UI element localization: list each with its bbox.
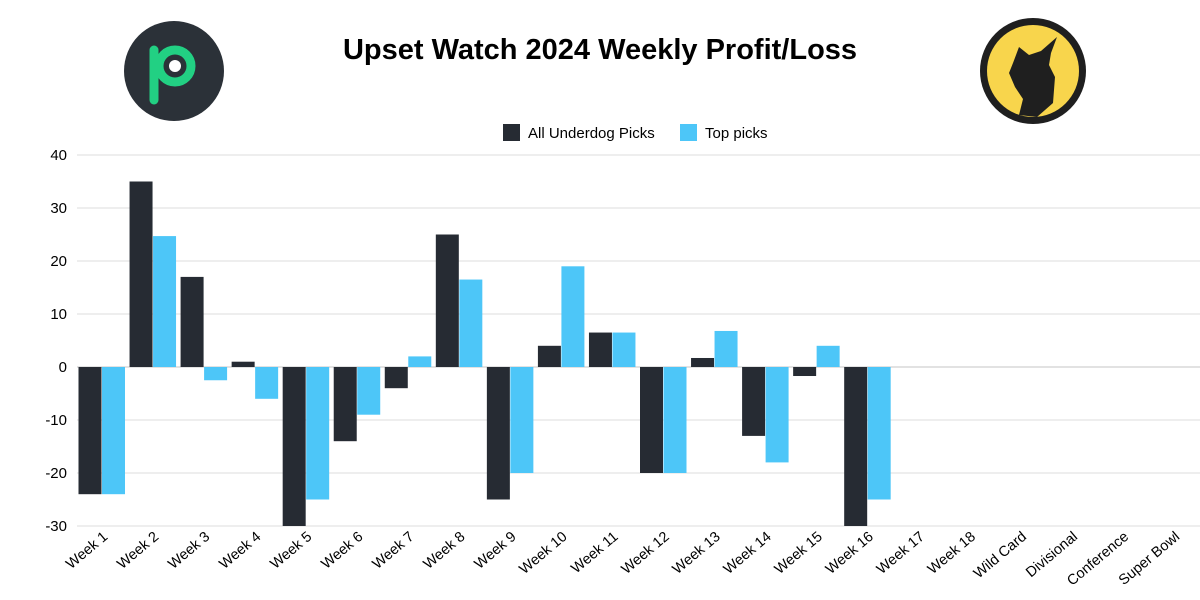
bar-top-picks xyxy=(714,330,738,367)
x-tick-label: Week 15 xyxy=(772,529,826,578)
x-tick-label: Week 6 xyxy=(319,529,367,573)
bar-underdog xyxy=(180,276,204,367)
x-tick-label: Week 8 xyxy=(421,529,469,573)
bar-underdog xyxy=(742,367,766,436)
bar-top-picks xyxy=(255,367,279,399)
bar-top-picks xyxy=(816,345,840,367)
bar-top-picks xyxy=(612,332,636,367)
x-tick-label: Week 10 xyxy=(517,529,571,578)
bar-underdog xyxy=(384,367,408,389)
bar-underdog xyxy=(282,367,306,526)
bar-top-picks xyxy=(459,279,483,367)
bar-top-picks xyxy=(663,367,687,473)
bar-top-picks xyxy=(510,367,534,473)
x-tick-label: Week 3 xyxy=(165,529,213,573)
legend-swatch xyxy=(680,124,697,141)
x-tick-label: Week 13 xyxy=(670,529,724,578)
bar-top-picks xyxy=(204,367,228,381)
bar-underdog xyxy=(231,361,255,367)
x-tick-label: Week 12 xyxy=(619,529,673,578)
x-tick-label: Week 16 xyxy=(823,529,877,578)
x-tick-label: Week 9 xyxy=(472,529,520,573)
x-tick-label: Week 1 xyxy=(63,529,111,573)
bar-underdog xyxy=(588,332,612,367)
x-tick-label: Week 7 xyxy=(370,529,418,573)
bar-underdog xyxy=(844,367,868,526)
bar-underdog xyxy=(486,367,510,500)
chart-title: Upset Watch 2024 Weekly Profit/Loss xyxy=(342,34,858,66)
bar-underdog xyxy=(537,345,561,367)
green-p-logo-icon xyxy=(124,21,224,121)
y-tick-label: -30 xyxy=(45,518,67,535)
y-tick-label: -20 xyxy=(45,465,67,482)
bar-top-picks xyxy=(357,367,381,415)
y-tick-label: 20 xyxy=(50,253,67,270)
bar-underdog xyxy=(640,367,663,473)
bar-underdog xyxy=(435,234,459,367)
legend-entry: All Underdog Picks xyxy=(528,125,655,142)
x-tick-label: Wild Card xyxy=(971,529,1030,582)
legend-swatch xyxy=(503,124,520,141)
y-tick-label: -10 xyxy=(45,412,67,429)
bar-top-picks xyxy=(561,266,585,367)
x-tick-label: Week 5 xyxy=(268,529,316,573)
y-tick-label: 40 xyxy=(50,147,67,164)
y-tick-label: 30 xyxy=(50,200,67,217)
bar-underdog xyxy=(691,357,715,367)
bar-top-picks xyxy=(867,367,891,500)
y-tick-label: 0 xyxy=(59,359,67,376)
y-tick-label: 10 xyxy=(50,306,67,323)
bar-underdog xyxy=(129,181,153,367)
x-tick-label: Week 17 xyxy=(874,529,928,578)
legend-entry: Top picks xyxy=(705,125,768,142)
bar-top-picks xyxy=(102,367,125,495)
x-tick-label: Week 14 xyxy=(721,529,775,578)
howling-wolf-logo-icon xyxy=(980,18,1086,124)
bar-underdog xyxy=(333,367,357,442)
x-tick-label: Week 4 xyxy=(216,529,264,573)
bar-top-picks xyxy=(306,367,330,500)
bar-top-picks xyxy=(765,367,789,463)
bar-top-picks xyxy=(408,356,432,367)
bar-top-picks xyxy=(153,236,177,367)
bar-underdog xyxy=(78,367,102,495)
x-tick-label: Week 2 xyxy=(114,529,162,573)
bar-underdog xyxy=(793,367,817,377)
x-tick-label: Week 11 xyxy=(568,529,621,577)
